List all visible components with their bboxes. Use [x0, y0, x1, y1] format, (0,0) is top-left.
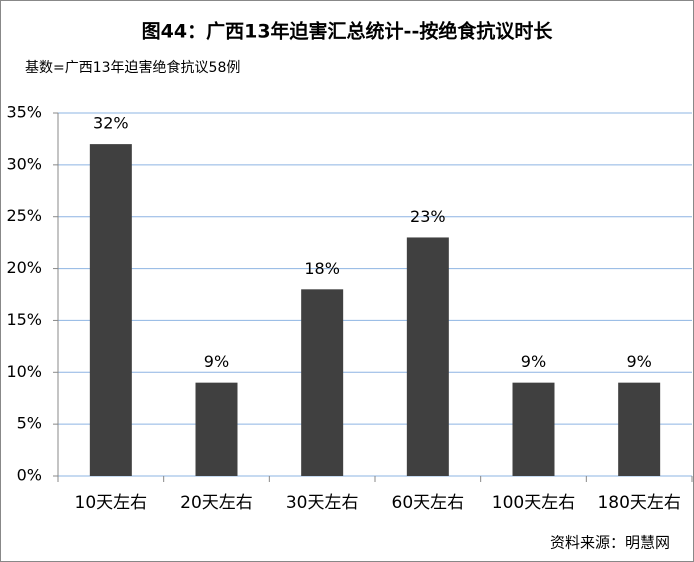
y-tick-label: 20%	[6, 258, 42, 277]
bar	[512, 382, 555, 476]
x-tick-label: 30天左右	[286, 493, 359, 513]
y-tick-label: 10%	[6, 362, 42, 381]
value-label: 9%	[521, 352, 546, 371]
y-tick-label: 0%	[17, 466, 42, 485]
x-tick-label: 180天左右	[597, 493, 680, 513]
x-tick-label: 10天左右	[75, 493, 148, 513]
value-label: 9%	[204, 352, 229, 371]
source-note: 资料来源：明慧网	[550, 534, 670, 552]
x-tick-label: 100天左右	[492, 493, 575, 513]
chart-title: 图44：广西13年迫害汇总统计--按绝食抗议时长	[142, 20, 554, 43]
x-tick-label: 60天左右	[392, 493, 465, 513]
value-label: 9%	[626, 352, 651, 371]
x-tick-label: 20天左右	[180, 493, 253, 513]
chart-subtitle: 基数=广西13年迫害绝食抗议58例	[25, 59, 240, 76]
value-label: 32%	[93, 114, 129, 133]
y-tick-label: 30%	[6, 154, 42, 173]
bar	[301, 289, 344, 476]
value-label: 18%	[304, 259, 340, 278]
y-tick-label: 35%	[6, 103, 42, 122]
bar	[89, 144, 132, 476]
value-label: 23%	[410, 207, 446, 226]
bar	[406, 237, 449, 476]
bar	[618, 382, 661, 476]
y-tick-label: 25%	[6, 206, 42, 225]
y-tick-label: 5%	[17, 414, 42, 433]
bar	[195, 382, 238, 476]
y-tick-label: 15%	[6, 310, 42, 329]
